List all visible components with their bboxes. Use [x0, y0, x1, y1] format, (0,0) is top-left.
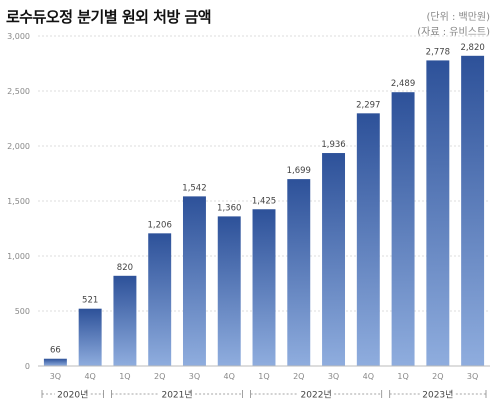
bar [148, 233, 172, 366]
value-label: 2,297 [356, 100, 380, 110]
y-tick-label: 1,500 [7, 197, 30, 206]
bar [43, 358, 67, 366]
value-label: 1,360 [217, 203, 241, 213]
bar [287, 179, 311, 366]
bar [461, 55, 485, 367]
chart-title: 로수듀오정 분기별 원외 처방 금액 [6, 8, 212, 26]
x-tick-label: 2Q [432, 372, 443, 381]
bar [182, 196, 206, 366]
x-tick-label: 3Q [50, 372, 61, 381]
value-label: 1,425 [252, 196, 276, 206]
bar [426, 60, 450, 367]
x-tick-label: 2Q [293, 372, 304, 381]
bar [252, 209, 276, 366]
year-group-label: 2023년 [422, 390, 453, 401]
value-labels: 66 521 820 1,206 1,542 1,360 1,425 1,699 1,936 2,… [50, 43, 485, 356]
value-label: 2,778 [426, 47, 450, 57]
value-label: 2,489 [391, 79, 415, 89]
value-label: 1,542 [182, 183, 206, 193]
y-tick-label: 500 [15, 307, 30, 316]
axes: 0 500 1,000 1,500 2,000 2,500 3,000 3Q 4Q 1Q 2Q 3Q 4… [7, 32, 490, 401]
y-tick-label: 1,000 [7, 252, 30, 261]
value-label: 1,699 [287, 166, 311, 176]
bar [78, 308, 102, 366]
y-tick-label: 2,500 [7, 87, 30, 96]
x-tick-label: 3Q [189, 372, 200, 381]
year-group-label: 2022년 [301, 390, 332, 401]
x-tick-label: 4Q [84, 372, 95, 381]
value-label: 521 [82, 296, 98, 306]
x-tick-label: 3Q [467, 372, 478, 381]
value-label: 1,936 [321, 140, 345, 150]
bar [113, 275, 137, 366]
year-group-label: 2021년 [161, 390, 192, 401]
year-group-label: 2020년 [57, 390, 88, 401]
bar [356, 113, 380, 366]
x-tick-label: 1Q [258, 372, 269, 381]
bar [391, 92, 415, 367]
y-tick-label: 0 [25, 362, 30, 371]
value-label: 2,820 [460, 43, 484, 53]
x-tick-label: 2Q [154, 372, 165, 381]
y-tick-label: 2,000 [7, 142, 30, 151]
value-label: 66 [50, 346, 61, 356]
x-tick-label: 4Q [363, 372, 374, 381]
x-tick-label: 3Q [328, 372, 339, 381]
y-tick-label: 3,000 [7, 32, 30, 41]
value-label: 820 [117, 263, 133, 273]
source-note: (자료 : 유비스트) [417, 27, 490, 38]
bar [322, 153, 346, 366]
bar [217, 216, 241, 366]
unit-note: (단위 : 백만원) [426, 12, 490, 23]
x-tick-label: 1Q [397, 372, 408, 381]
x-tick-label: 4Q [224, 372, 235, 381]
x-tick-label: 1Q [119, 372, 130, 381]
bars [43, 55, 485, 367]
value-label: 1,206 [148, 220, 172, 230]
